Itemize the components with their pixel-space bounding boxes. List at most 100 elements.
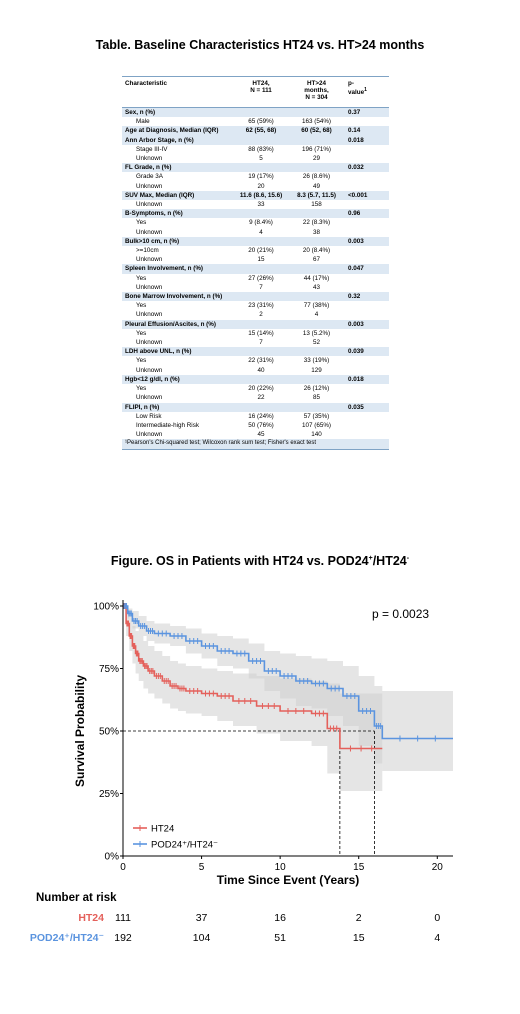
table-row: Unknown 2 4 <box>122 310 389 320</box>
cell-characteristic: FLIPI, n (%) <box>122 402 234 412</box>
header-characteristic: Characteristic <box>122 76 234 108</box>
cell-p-value <box>345 356 389 366</box>
cell-characteristic: Unknown <box>122 430 234 440</box>
cell-ht-over-24: 107 (65%) <box>288 420 345 431</box>
x-tick-label: 5 <box>199 862 205 873</box>
cell-p-value: 0.37 <box>345 107 389 118</box>
y-tick-label: 0% <box>105 852 120 863</box>
table-row: Male 65 (59%) 163 (54%) <box>122 117 389 127</box>
cell-characteristic: Unknown <box>122 393 234 403</box>
cell-ht24 <box>234 374 288 385</box>
cell-characteristic: Unknown <box>122 310 234 320</box>
table-row: Unknown 45 140 <box>122 430 389 440</box>
cell-ht24: 20 (21%) <box>234 246 288 256</box>
cell-p-value <box>345 411 389 421</box>
risk-value: 2 <box>356 912 362 924</box>
table-row: Unknown 5 29 <box>122 154 389 164</box>
y-tick-label: 50% <box>99 727 119 738</box>
cell-characteristic: Low Risk <box>122 411 234 421</box>
cell-p-value: 0.018 <box>345 135 389 145</box>
table-row: Yes 22 (31%) 33 (19%) <box>122 356 389 366</box>
table-category-row: Bone Marrow Involvement, n (%) 0.32 <box>122 292 389 302</box>
cell-p-value <box>345 420 389 431</box>
cell-ht24 <box>234 292 288 302</box>
cell-p-value: 0.003 <box>345 319 389 329</box>
cell-characteristic: Intermediate-high Risk <box>122 420 234 431</box>
risk-value: 192 <box>114 932 132 944</box>
table-row: Yes 20 (22%) 26 (12%) <box>122 384 389 394</box>
cell-characteristic: Yes <box>122 273 234 283</box>
table-row: Grade 3A 19 (17%) 26 (8.6%) <box>122 172 389 182</box>
cell-ht-over-24 <box>288 292 345 302</box>
table-row: Yes 23 (31%) 77 (38%) <box>122 301 389 311</box>
cell-characteristic: Unknown <box>122 338 234 348</box>
cell-p-value <box>345 310 389 320</box>
cell-characteristic: Unknown <box>122 227 234 237</box>
cell-ht-over-24: 49 <box>288 181 345 191</box>
table-row: Intermediate-high Risk 50 (76%) 107 (65%) <box>122 420 389 431</box>
cell-ht-over-24 <box>288 402 345 412</box>
cell-ht-over-24 <box>288 319 345 329</box>
table-category-row: FLIPI, n (%) 0.035 <box>122 402 389 412</box>
cell-characteristic: Age at Diagnosis, Median (IQR) <box>122 126 234 136</box>
y-tick-label: 25% <box>99 789 119 800</box>
cell-ht-over-24 <box>288 374 345 385</box>
p-value-annotation: p = 0.0023 <box>372 607 429 621</box>
table-row: Unknown 40 129 <box>122 365 389 375</box>
cell-ht24: 65 (59%) <box>234 117 288 127</box>
cell-characteristic: Unknown <box>122 282 234 293</box>
cell-ht-over-24: 20 (8.4%) <box>288 246 345 256</box>
table-header-row: Characteristic HT24, N = 111 HT>24 months,… <box>122 76 389 108</box>
cell-characteristic: Yes <box>122 218 234 228</box>
cell-ht-over-24: 8.3 (5.7, 11.5) <box>288 190 345 201</box>
ci-band-0 <box>123 606 383 791</box>
table-category-row: SUV Max, Median (IQR) 11.6 (8.6, 15.6) 8.3… <box>122 190 389 201</box>
cell-ht24: 11.6 (8.6, 15.6) <box>234 190 288 201</box>
table-row: Unknown 20 49 <box>122 181 389 191</box>
cell-characteristic: Unknown <box>122 154 234 164</box>
cell-characteristic: FL Grade, n (%) <box>122 163 234 173</box>
cell-characteristic: Male <box>122 117 234 127</box>
cell-ht24 <box>234 236 288 247</box>
cell-characteristic: B-Symptoms, n (%) <box>122 209 234 219</box>
table-category-row: Pleural Effusion/Ascites, n (%) 0.003 <box>122 319 389 329</box>
cell-p-value: 0.018 <box>345 374 389 385</box>
cell-characteristic: Yes <box>122 384 234 394</box>
cell-ht-over-24: 43 <box>288 282 345 293</box>
cell-characteristic: Spleen Involvement, n (%) <box>122 264 234 274</box>
header-ht24: HT24, N = 111 <box>234 76 288 108</box>
cell-ht24: 20 (22%) <box>234 384 288 394</box>
cell-ht-over-24: 29 <box>288 154 345 164</box>
cell-p-value <box>345 154 389 164</box>
risk-value: 0 <box>434 912 440 924</box>
risk-value: 111 <box>115 912 131 924</box>
baseline-table-container: Characteristic HT24, N = 111 HT>24 months,… <box>122 76 389 450</box>
cell-ht24: 27 (26%) <box>234 273 288 283</box>
cell-p-value: 0.035 <box>345 402 389 412</box>
cell-characteristic: Grade 3A <box>122 172 234 182</box>
table-row: Unknown 7 52 <box>122 338 389 348</box>
table-row: Unknown 33 158 <box>122 200 389 210</box>
table-row: Yes 15 (14%) 13 (5.2%) <box>122 328 389 339</box>
table-footnote-row: ¹Pearson's Chi-squared test; Wilcoxon ra… <box>122 439 389 450</box>
cell-ht-over-24: 4 <box>288 310 345 320</box>
cell-p-value: 0.96 <box>345 209 389 219</box>
table-category-row: FL Grade, n (%) 0.032 <box>122 163 389 173</box>
cell-ht24: 22 <box>234 393 288 403</box>
cell-ht-over-24: 44 (17%) <box>288 273 345 283</box>
table-row: Yes 27 (26%) 44 (17%) <box>122 273 389 283</box>
cell-ht-over-24: 77 (38%) <box>288 301 345 311</box>
cell-characteristic: Yes <box>122 356 234 366</box>
cell-ht24: 2 <box>234 310 288 320</box>
x-tick-label: 0 <box>120 862 126 873</box>
cell-ht-over-24 <box>288 163 345 173</box>
cell-ht24 <box>234 107 288 118</box>
risk-table-title: Number at risk <box>36 892 117 904</box>
risk-value: 104 <box>193 932 211 944</box>
risk-value: 51 <box>274 932 286 944</box>
cell-ht24: 62 (55, 68) <box>234 126 288 136</box>
cell-ht-over-24: 158 <box>288 200 345 210</box>
table-category-row: Sex, n (%) 0.37 <box>122 107 389 118</box>
cell-ht-over-24: 163 (54%) <box>288 117 345 127</box>
